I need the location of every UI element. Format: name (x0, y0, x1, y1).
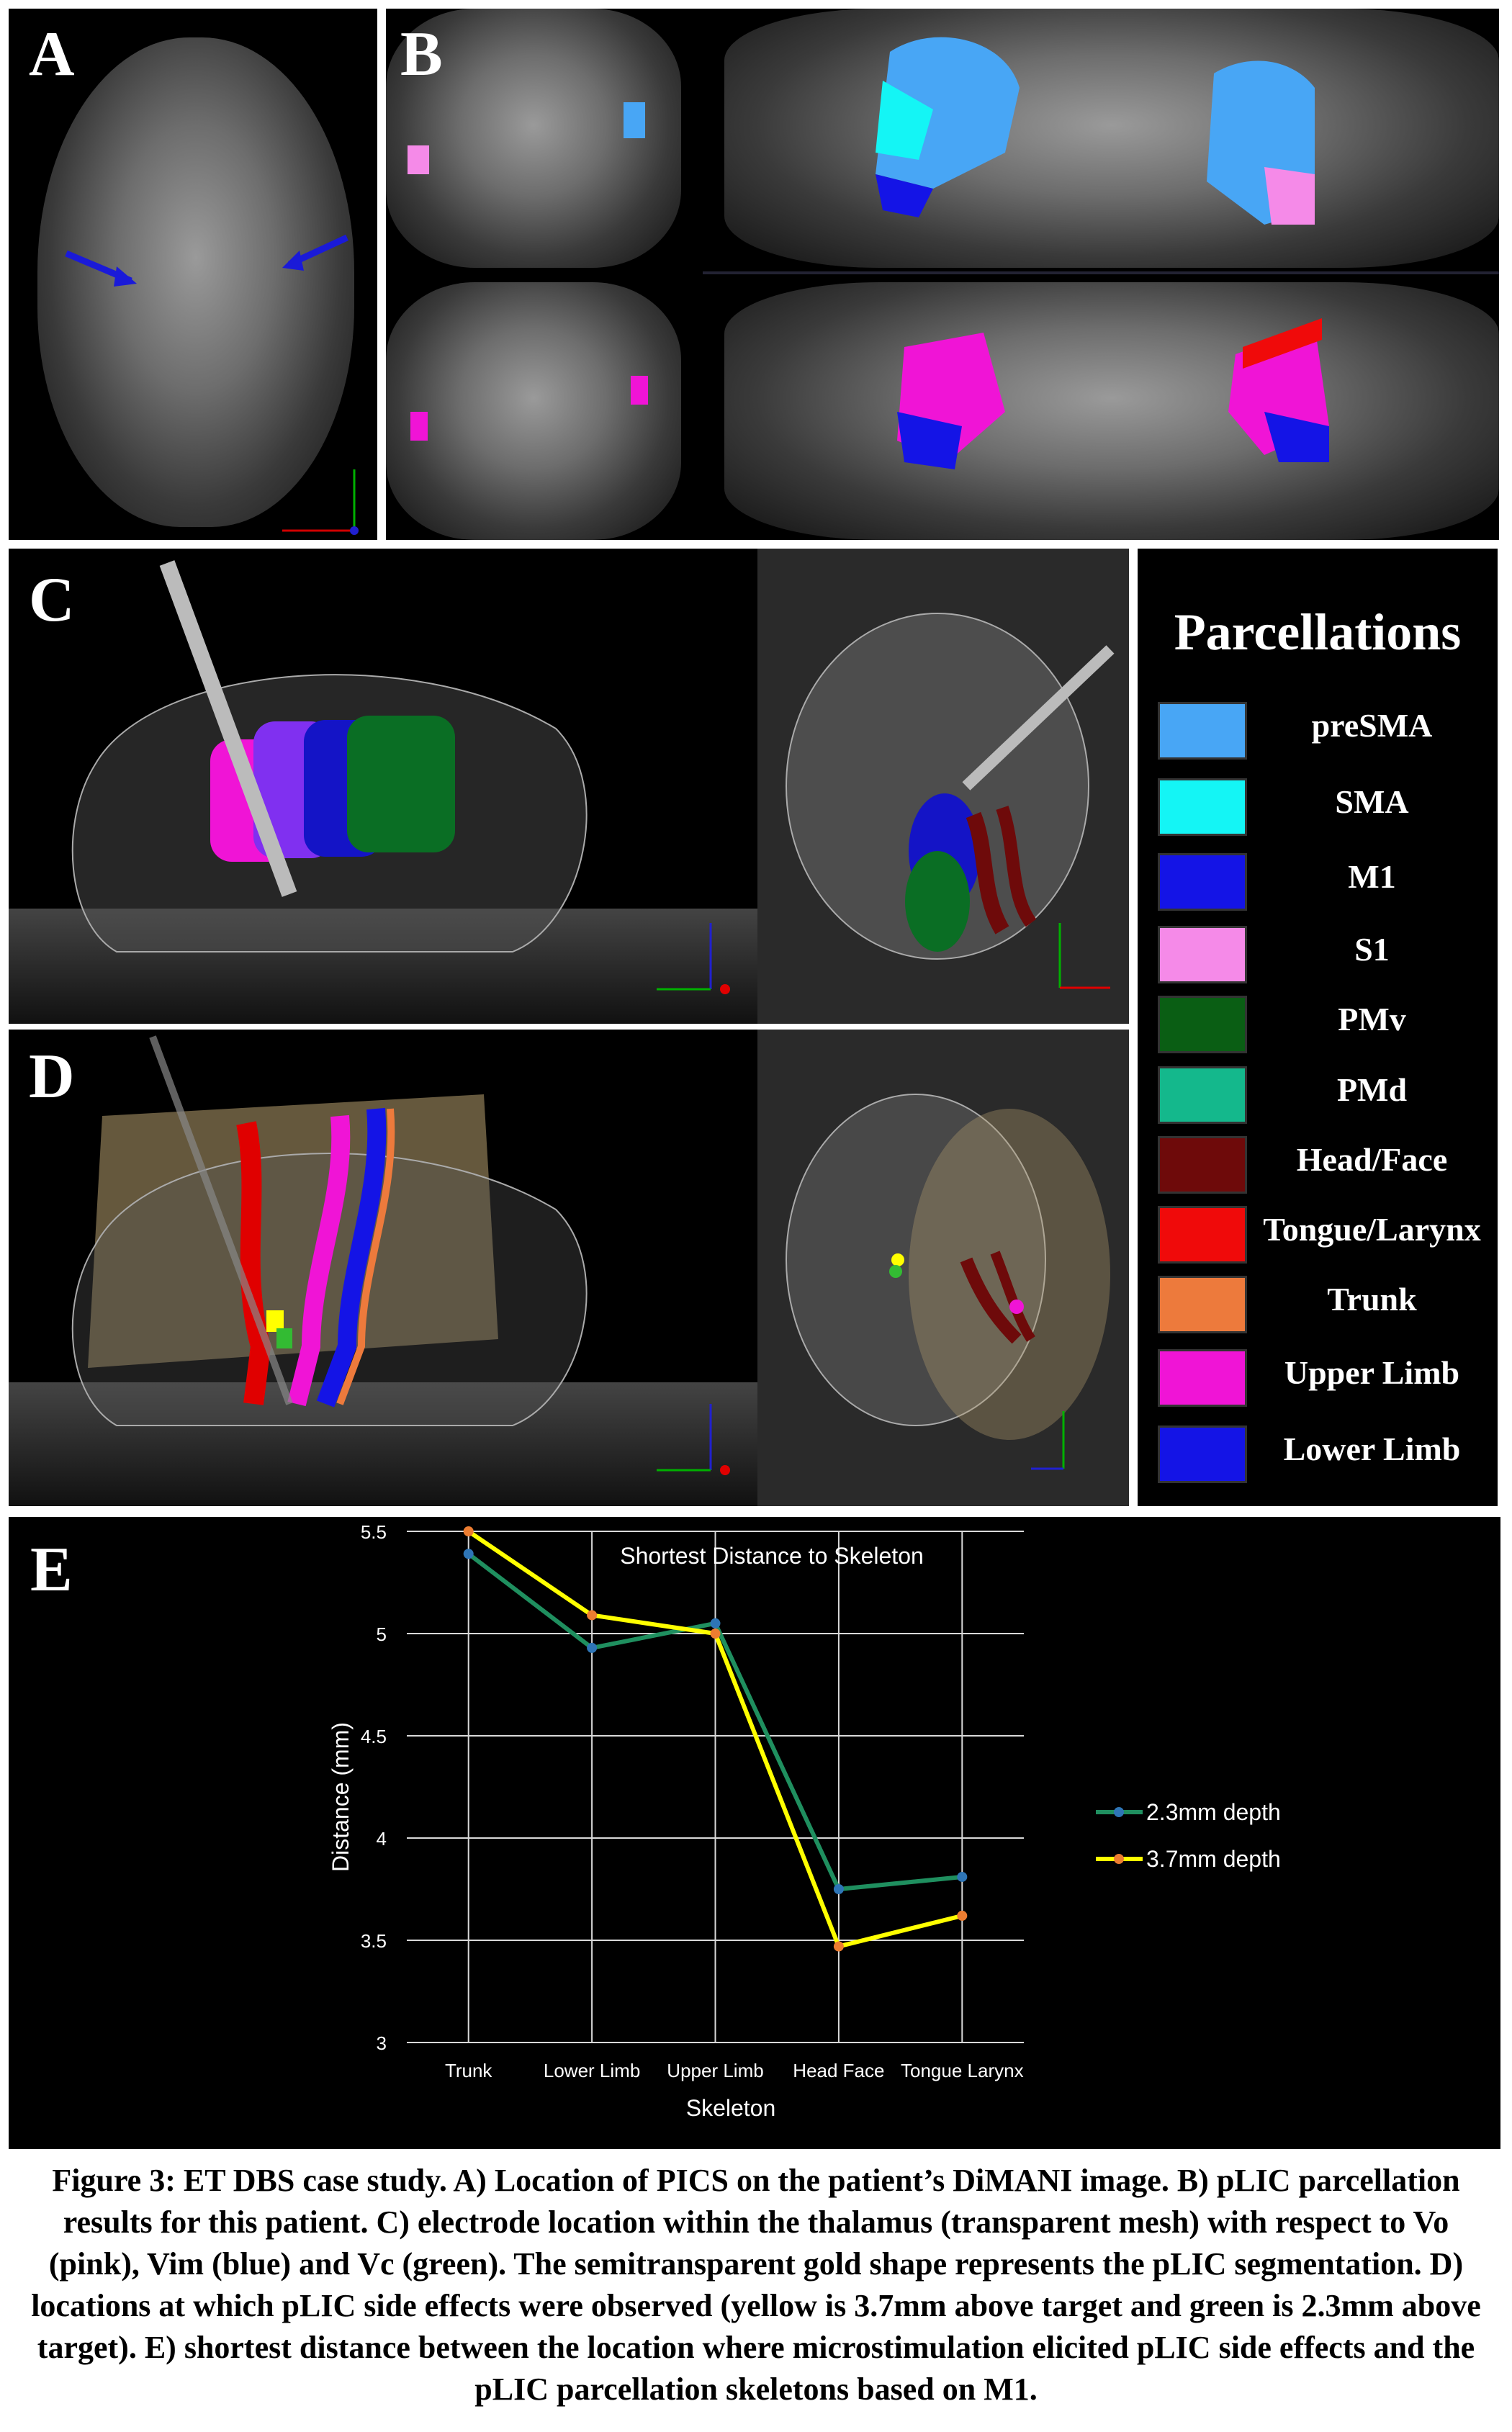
chart-x-axis-label: Skeleton (686, 2095, 776, 2121)
legend-item-tongue-larynx: Tongue/Larynx (1158, 1200, 1489, 1264)
x-tick-label: Trunk (445, 2060, 492, 2081)
legend-swatch (1158, 1206, 1247, 1264)
panel-label-b: B (400, 19, 443, 89)
legend-swatch (1158, 702, 1247, 760)
legend-label: PMd (1336, 1071, 1408, 1108)
data-point (957, 1910, 968, 1921)
brain-axial-slice (37, 37, 354, 527)
legend-swatch (1158, 1136, 1247, 1194)
data-point (957, 1871, 968, 1882)
data-point (833, 1884, 844, 1894)
legend-item-s1: S1 (1158, 920, 1489, 983)
legend-swatch (1158, 1426, 1247, 1483)
legend-item-pmd: PMd (1158, 1060, 1489, 1124)
figure-caption: Figure 3: ET DBS case study. A) Location… (31, 2163, 1481, 2407)
data-point (587, 1610, 598, 1621)
data-point (463, 1549, 474, 1559)
legend-label: 3.7mm depth (1146, 1846, 1281, 1872)
panel-label-d: D (29, 1042, 75, 1112)
legend-label: PMv (1338, 1001, 1406, 1037)
orientation-axes-icon (282, 469, 359, 535)
chart-title: Shortest Distance to Skeleton (620, 1543, 924, 1569)
brain-slice-b3 (724, 9, 1499, 268)
data-point (463, 1526, 474, 1536)
panel-a-image: A (9, 9, 377, 540)
brain-slice-b2 (386, 282, 681, 540)
legend-swatch (1158, 996, 1247, 1053)
arrow-icons (65, 234, 359, 535)
orientation-axes-icon (657, 1404, 1065, 1475)
legend-label: M1 (1348, 858, 1396, 895)
legend-swatch (1158, 778, 1247, 836)
legend-marker (1114, 1807, 1124, 1817)
legend-swatch (1158, 926, 1247, 983)
x-tick-label: Head Face (793, 2060, 884, 2081)
y-tick-label: 4.5 (361, 1726, 387, 1747)
legend-label: preSMA (1311, 707, 1433, 744)
panel-b-image: B (386, 9, 1499, 540)
legend-item-sma: SMA (1158, 773, 1489, 836)
thalamus-electrode-render-c (9, 549, 1129, 1024)
panel-label-e: E (30, 1535, 73, 1605)
orientation-axes-icon (657, 923, 1110, 994)
x-tick-label: Lower Limb (544, 2060, 640, 2081)
y-tick-label: 3 (377, 2032, 387, 2054)
y-tick-label: 5 (377, 1623, 387, 1645)
chart-legend: 2.3mm depth 3.7mm depth (1096, 1799, 1281, 1872)
data-point (710, 1629, 721, 1639)
legend-item-trunk: Trunk (1158, 1270, 1489, 1333)
legend-item-head-face: Head/Face (1158, 1130, 1489, 1194)
panel-c-image: C (9, 549, 1129, 1024)
legend-swatch (1158, 853, 1247, 911)
y-tick-label: 5.5 (361, 1521, 387, 1543)
legend-label: Lower Limb (1283, 1431, 1461, 1467)
panel-label-a: A (29, 19, 75, 89)
legend-item-m1: M1 (1158, 847, 1489, 911)
panel-label-c: C (29, 565, 75, 635)
distance-line-chart: 3 3.5 4 4.5 5 5.5 Trunk Lower Limb Upper Limb Hea… (328, 1521, 1281, 2121)
x-tick-label: Upper Limb (667, 2060, 763, 2081)
chart-y-axis-label: Distance (mm) (328, 1722, 354, 1872)
legend-item-lower-limb: Lower Limb (1158, 1420, 1489, 1483)
legend-swatch (1158, 1276, 1247, 1333)
legend-label: S1 (1354, 931, 1390, 968)
thalamus-side-effects-render-d (9, 1030, 1129, 1506)
parcellation-renders (408, 37, 1499, 469)
brain-slice-b4 (724, 282, 1499, 540)
data-point (710, 1618, 721, 1629)
x-tick-label: Tongue Larynx (901, 2060, 1024, 2081)
legend-label: Head/Face (1296, 1141, 1448, 1178)
legend-label: SMA (1335, 783, 1409, 820)
legend-swatch (1158, 1349, 1247, 1407)
legend-swatch (1158, 1066, 1247, 1124)
data-point (833, 1941, 844, 1952)
y-tick-label: 4 (377, 1828, 387, 1850)
legend-item-presma: preSMA (1158, 696, 1489, 760)
legend-label: 2.3mm depth (1146, 1799, 1281, 1825)
y-tick-label: 3.5 (361, 1930, 387, 1952)
legend-label: Upper Limb (1284, 1354, 1460, 1391)
legend-label: Tongue/Larynx (1263, 1211, 1481, 1248)
legend-item-upper-limb: Upper Limb (1158, 1343, 1489, 1407)
legend-label: Trunk (1327, 1281, 1417, 1318)
parcellation-legend: Parcellations preSMA SMA M1 S1 PMv PMd H… (1138, 549, 1498, 1506)
data-point (587, 1642, 598, 1653)
legend-marker (1114, 1854, 1124, 1864)
panel-d-image: D (9, 1030, 1129, 1506)
legend-title: Parcellations (1174, 603, 1462, 661)
legend-item-pmv: PMv (1158, 990, 1489, 1053)
panel-e-chart: E 3 3.5 4 4.5 5 5.5 Trunk Lower Limb Upper Limb H… (9, 1517, 1500, 2149)
